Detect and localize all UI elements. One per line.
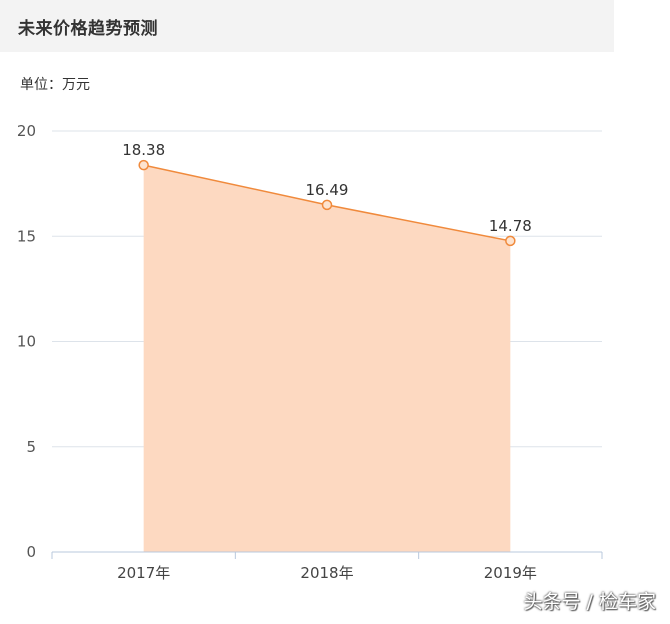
chart-header-title: 未来价格趋势预测 — [18, 19, 158, 39]
chart-header: 未来价格趋势预测 — [0, 0, 614, 52]
y-tick-label: 10 — [17, 333, 36, 351]
watermark: 头条号 / 检车家 — [523, 591, 656, 613]
x-tick-label: 2019年 — [484, 564, 537, 582]
y-tick-label: 0 — [26, 543, 36, 561]
data-label: 14.78 — [489, 217, 532, 235]
data-point — [321, 199, 333, 211]
x-tick-label: 2017年 — [117, 564, 170, 582]
data-point — [505, 235, 516, 247]
x-tick-label: 2018年 — [300, 564, 353, 582]
y-tick-label: 20 — [17, 122, 36, 140]
data-point — [138, 159, 149, 171]
unit-label: 单位：万元 — [20, 77, 90, 93]
y-tick-label: 5 — [26, 438, 36, 456]
data-label: 18.38 — [122, 141, 165, 159]
series-area — [143, 165, 511, 552]
data-label: 16.49 — [306, 181, 349, 199]
y-tick-label: 15 — [17, 227, 36, 245]
